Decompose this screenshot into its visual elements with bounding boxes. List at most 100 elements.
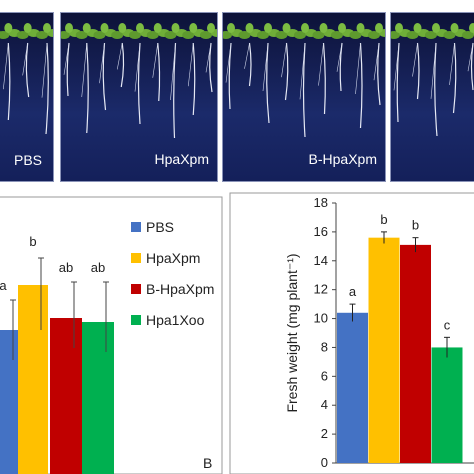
leaf	[331, 31, 343, 39]
lateral-root	[3, 42, 9, 90]
lateral-root	[467, 42, 474, 72]
leaf	[136, 23, 144, 33]
leaf	[171, 23, 180, 33]
photo-panel-b-hpaxpm: B-HpaXpm	[222, 12, 386, 182]
leaf	[245, 23, 254, 33]
root	[248, 42, 252, 87]
bar-hpaxpm	[18, 285, 48, 474]
leaf	[0, 31, 10, 39]
leaf	[432, 23, 440, 33]
leaf	[413, 23, 422, 33]
bar-hpa1xoo	[82, 322, 114, 474]
lateral-root	[412, 42, 418, 77]
lateral-root	[299, 42, 306, 100]
lateral-root	[81, 42, 88, 98]
lateral-root	[22, 42, 28, 76]
leaf	[349, 31, 362, 39]
leaf	[153, 23, 162, 33]
leaf	[164, 31, 177, 39]
seedling-image	[61, 23, 217, 139]
lateral-root	[170, 42, 176, 101]
lateral-root	[281, 42, 287, 78]
lateral-root	[355, 42, 361, 95]
root	[434, 42, 438, 137]
significance-label: ab	[59, 260, 73, 275]
leaf	[406, 31, 419, 39]
leaf	[111, 31, 124, 39]
leaf	[16, 31, 29, 39]
root	[45, 42, 49, 135]
y-tick-label: 14	[314, 253, 328, 268]
root	[322, 42, 326, 115]
leaf	[264, 23, 272, 33]
leaf	[65, 23, 73, 33]
bar-hpa1xoo	[431, 347, 463, 463]
leaf	[294, 31, 306, 39]
leaf	[4, 23, 13, 33]
leaf	[391, 31, 400, 39]
leaf	[450, 23, 459, 33]
significance-label: c	[444, 317, 451, 332]
lateral-root	[205, 42, 212, 73]
legend-entry: PBS	[146, 219, 174, 235]
leaf	[43, 23, 51, 33]
lateral-root	[134, 42, 141, 92]
leaf	[443, 31, 456, 39]
bar-pbs	[0, 330, 18, 474]
legend-entry: Hpa1Xoo	[146, 312, 205, 328]
legend-swatch	[131, 315, 141, 325]
lateral-root	[244, 42, 250, 69]
y-tick-label: 18	[314, 195, 328, 210]
right-chart-frame	[229, 192, 474, 474]
legend-entry: HpaXpm	[146, 250, 200, 266]
seedling-photo-strip: PBS HpaXpm B-HpaXpm	[0, 0, 474, 186]
leaf	[207, 23, 215, 33]
y-tick-label: 4	[321, 397, 328, 412]
root	[192, 42, 196, 116]
leaf	[462, 31, 474, 39]
y-tick-label: 10	[314, 311, 328, 326]
leaf	[200, 31, 212, 39]
root	[284, 42, 289, 101]
legend-swatch	[131, 222, 141, 232]
lateral-root	[262, 42, 269, 92]
legend-entry: B-HpaXpm	[146, 281, 214, 297]
leaf	[395, 23, 403, 33]
lateral-root	[41, 42, 48, 98]
left-chart-frame	[0, 196, 223, 474]
leaf	[238, 31, 251, 39]
legend-swatch	[131, 253, 141, 263]
leaf	[301, 23, 309, 33]
root	[452, 42, 457, 114]
legend-swatch	[131, 284, 141, 294]
photo-panel-hpaxpm: HpaXpm	[60, 12, 218, 182]
lateral-root	[152, 42, 159, 78]
y-axis-label: Fresh weight (mg plant⁻¹)	[284, 253, 300, 412]
bar-pbs	[337, 312, 368, 463]
leaf	[75, 31, 88, 39]
bar-b-hpaxpm	[50, 318, 82, 474]
leaf	[275, 31, 288, 39]
leaf	[118, 23, 127, 33]
photo-label-pbs: PBS	[14, 152, 43, 168]
leaf	[312, 31, 325, 39]
y-tick-label: 8	[321, 339, 328, 354]
photo-panel-1	[0, 12, 54, 182]
lateral-root	[336, 42, 343, 72]
panel-label: B	[203, 455, 212, 471]
leaf	[319, 23, 328, 33]
root	[86, 42, 89, 134]
y-tick-label: 2	[321, 426, 328, 441]
photo-label-hpaxpm: HpaXpm	[154, 151, 209, 167]
y-tick-label: 12	[314, 282, 328, 297]
root	[7, 42, 11, 121]
leaf	[23, 23, 32, 33]
right-chart: 0 2 4 6 8 10 12 14 16 18 Fresh weight (mg plant⁻¹)…	[203, 195, 474, 471]
leaf	[227, 23, 235, 33]
leaf	[356, 23, 365, 33]
significance-label: a	[0, 278, 7, 293]
y-tick-label: 6	[321, 368, 328, 383]
lateral-root	[318, 42, 324, 86]
bar-hpaxpm	[368, 237, 400, 463]
